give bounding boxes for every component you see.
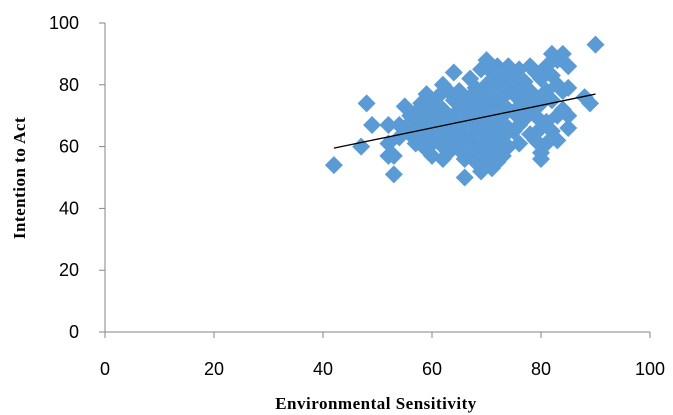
data-point xyxy=(559,106,578,125)
data-point xyxy=(384,146,403,165)
x-tick-label: 100 xyxy=(635,359,665,379)
data-point xyxy=(357,94,376,113)
data-point xyxy=(510,134,529,153)
data-point xyxy=(379,115,398,134)
x-axis-title: Environmental Sensitivity xyxy=(275,394,477,413)
y-tick-label: 0 xyxy=(69,322,79,342)
trendline-group xyxy=(333,93,596,149)
data-point xyxy=(542,91,561,110)
data-point xyxy=(559,57,578,76)
data-point xyxy=(559,119,578,138)
data-point xyxy=(444,63,463,82)
plot-area xyxy=(104,23,650,333)
data-point xyxy=(363,115,382,134)
data-point xyxy=(548,131,567,150)
y-tick-label: 40 xyxy=(59,198,79,218)
x-tick-label: 0 xyxy=(100,359,110,379)
y-tick-label: 60 xyxy=(59,137,79,157)
data-point xyxy=(455,168,474,187)
y-tick-label: 80 xyxy=(59,75,79,95)
y-tick-label: 100 xyxy=(49,13,79,33)
x-tick-label: 60 xyxy=(422,359,442,379)
data-points xyxy=(324,35,605,187)
data-point xyxy=(384,165,403,184)
y-axis-title: Intention to Act xyxy=(10,117,29,239)
x-tick-label: 80 xyxy=(531,359,551,379)
y-tick-label: 20 xyxy=(59,260,79,280)
data-point xyxy=(581,94,600,113)
x-tick-labels: 0 20 40 60 80 100 xyxy=(100,332,665,379)
x-tick-label: 20 xyxy=(204,359,224,379)
x-tick-label: 40 xyxy=(313,359,333,379)
data-point xyxy=(559,78,578,97)
data-point xyxy=(352,137,371,156)
y-tick-labels: 0 20 40 60 80 100 xyxy=(49,13,105,342)
data-point xyxy=(532,149,550,168)
data-point xyxy=(586,35,605,54)
data-point xyxy=(324,156,343,175)
trendline xyxy=(333,93,596,149)
